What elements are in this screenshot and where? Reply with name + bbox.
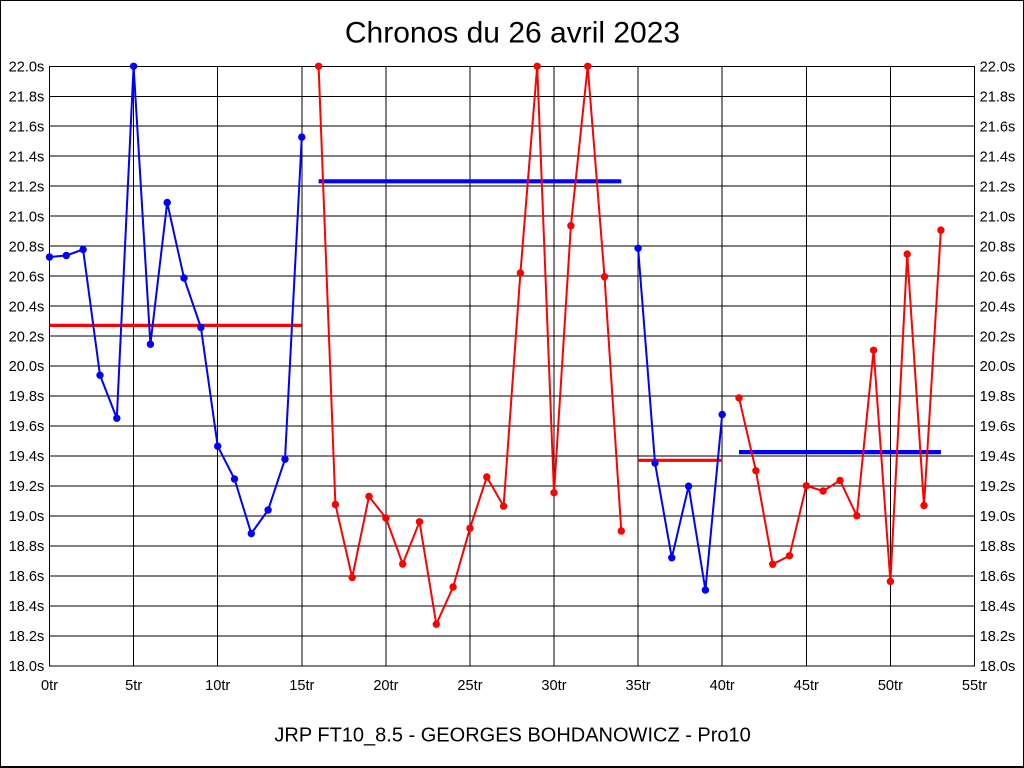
svg-text:55tr: 55tr [962,678,987,694]
svg-text:15tr: 15tr [289,678,314,694]
svg-text:19.4s: 19.4s [980,449,1016,465]
svg-text:20.6s: 20.6s [980,269,1016,285]
svg-text:21.8s: 21.8s [980,90,1016,106]
svg-text:22.0s: 22.0s [9,60,45,76]
svg-text:18.6s: 18.6s [980,569,1016,585]
svg-text:21.0s: 21.0s [9,209,45,225]
svg-text:0tr: 0tr [41,678,58,694]
svg-text:5tr: 5tr [125,678,142,694]
svg-text:18.8s: 18.8s [9,539,45,555]
svg-text:40tr: 40tr [710,678,735,694]
svg-text:Chronos du 26 avril 2023: Chronos du 26 avril 2023 [345,17,680,50]
svg-text:18.6s: 18.6s [9,569,45,585]
svg-text:JRP FT10_8.5 - GEORGES BOHDANO: JRP FT10_8.5 - GEORGES BOHDANOWICZ - Pro… [274,725,750,747]
svg-text:21.4s: 21.4s [9,149,45,165]
svg-text:20.2s: 20.2s [980,329,1016,345]
svg-text:20.8s: 20.8s [980,239,1016,255]
svg-text:18.4s: 18.4s [9,599,45,615]
svg-text:18.8s: 18.8s [980,539,1016,555]
svg-text:19.0s: 19.0s [9,509,45,525]
svg-text:21.2s: 21.2s [9,179,45,195]
svg-text:20.6s: 20.6s [9,269,45,285]
svg-text:18.0s: 18.0s [980,659,1016,675]
svg-text:19.8s: 19.8s [9,389,45,405]
svg-text:30tr: 30tr [541,678,566,694]
svg-text:20.2s: 20.2s [9,329,45,345]
svg-text:45tr: 45tr [794,678,819,694]
svg-text:19.6s: 19.6s [980,419,1016,435]
svg-text:35tr: 35tr [626,678,651,694]
svg-text:20.4s: 20.4s [980,299,1016,315]
svg-text:19.8s: 19.8s [980,389,1016,405]
svg-text:25tr: 25tr [457,678,482,694]
svg-text:19.2s: 19.2s [980,479,1016,495]
svg-text:21.4s: 21.4s [980,149,1016,165]
svg-text:10tr: 10tr [205,678,230,694]
svg-text:21.6s: 21.6s [980,119,1016,135]
svg-text:20.0s: 20.0s [980,359,1016,375]
svg-text:18.2s: 18.2s [9,629,45,645]
svg-text:21.0s: 21.0s [980,209,1016,225]
svg-text:20tr: 20tr [373,678,398,694]
svg-text:18.4s: 18.4s [980,599,1016,615]
svg-text:50tr: 50tr [878,678,903,694]
svg-text:21.2s: 21.2s [980,179,1016,195]
svg-text:19.6s: 19.6s [9,419,45,435]
svg-text:18.0s: 18.0s [9,659,45,675]
svg-text:20.4s: 20.4s [9,299,45,315]
svg-text:22.0s: 22.0s [980,60,1016,76]
svg-text:19.4s: 19.4s [9,449,45,465]
svg-text:20.8s: 20.8s [9,239,45,255]
svg-text:19.2s: 19.2s [9,479,45,495]
svg-text:19.0s: 19.0s [980,509,1016,525]
svg-text:21.6s: 21.6s [9,119,45,135]
svg-text:20.0s: 20.0s [9,359,45,375]
svg-text:18.2s: 18.2s [980,629,1016,645]
svg-text:21.8s: 21.8s [9,90,45,106]
